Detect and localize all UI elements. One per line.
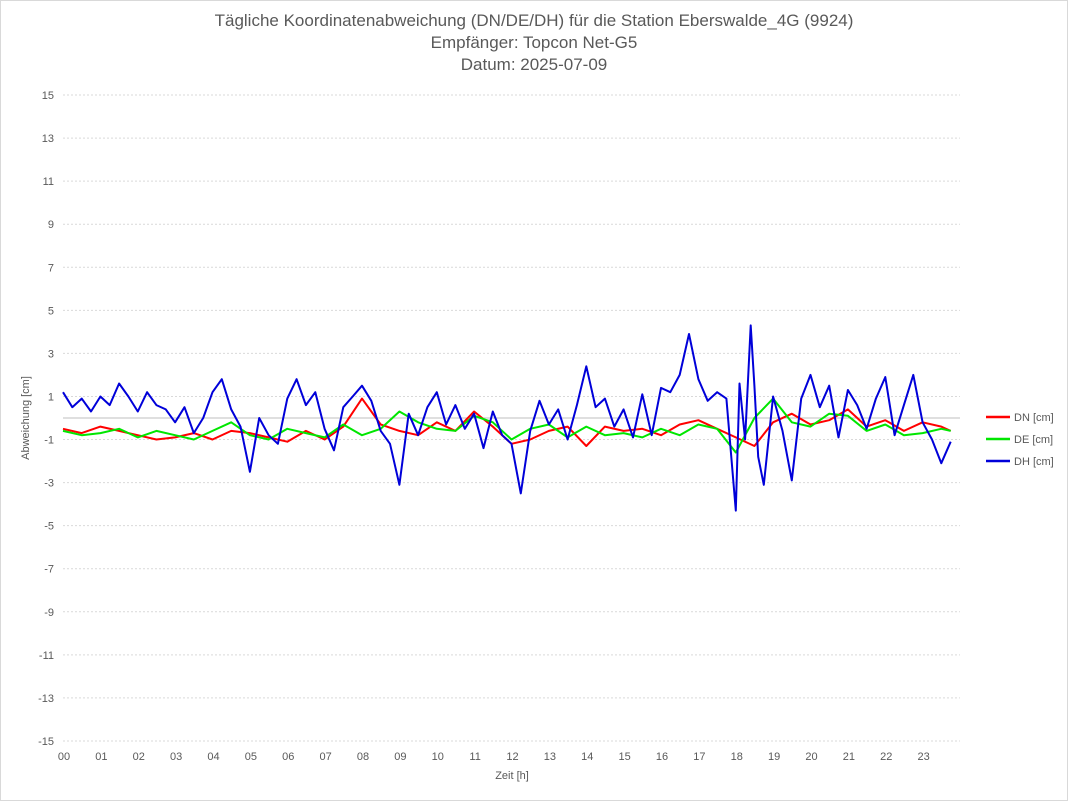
- y-axis-label: Abweichung [cm]: [20, 376, 32, 460]
- y-tick-label: 5: [48, 305, 54, 317]
- x-tick-label: 02: [133, 751, 145, 763]
- chart-title-line-3: Datum: 2025-07-09: [460, 55, 608, 74]
- legend-label: DH [cm]: [1014, 456, 1054, 468]
- series-line-dh: [62, 324, 952, 512]
- x-axis-label: Zeit [h]: [495, 770, 529, 782]
- y-tick-label: -5: [44, 521, 54, 533]
- y-tick-label: -15: [38, 736, 54, 748]
- x-tick-label: 21: [843, 751, 855, 763]
- x-tick-label: 17: [693, 751, 705, 763]
- x-tick-label: 00: [58, 751, 70, 763]
- chart-title: Tägliche Koordinatenabweichung (DN/DE/DH…: [0, 10, 1068, 76]
- x-tick-label: 04: [207, 751, 219, 763]
- x-tick-label: 16: [656, 751, 668, 763]
- y-tick-label: -9: [44, 607, 54, 619]
- chart-title-line-1: Tägliche Koordinatenabweichung (DN/DE/DH…: [214, 11, 854, 30]
- series-lines: [62, 324, 952, 512]
- y-tick-label: -7: [44, 564, 54, 576]
- x-tick-label: 18: [731, 751, 743, 763]
- x-tick-label: 20: [805, 751, 817, 763]
- x-tick-label: 03: [170, 751, 182, 763]
- y-tick-label: 7: [48, 262, 54, 274]
- gridlines: [63, 94, 960, 742]
- legend-label: DE [cm]: [1014, 434, 1053, 446]
- y-tick-label: 1: [48, 391, 54, 403]
- y-tick-label: 9: [48, 219, 54, 231]
- x-tick-label: 06: [282, 751, 294, 763]
- y-tick-label: 3: [48, 348, 54, 360]
- x-tick-label: 11: [469, 751, 480, 763]
- y-tick-label: -1: [44, 435, 54, 447]
- x-tick-label: 08: [357, 751, 369, 763]
- x-tick-label: 09: [394, 751, 406, 763]
- x-tick-labels: 00 01 02 03 04 05 06 07 08 09 10 11 12 13 14 15 16 17 18 19…: [58, 751, 930, 763]
- x-tick-label: 12: [506, 751, 518, 763]
- y-tick-label: 15: [42, 90, 54, 102]
- x-tick-label: 07: [320, 751, 332, 763]
- y-tick-label: 13: [42, 133, 54, 145]
- y-tick-label: -13: [38, 693, 54, 705]
- x-tick-label: 22: [880, 751, 892, 763]
- legend: DN [cm] DE [cm] DH [cm]: [986, 412, 1054, 468]
- y-tick-label: -11: [39, 650, 54, 662]
- chart-title-line-2: Empfänger: Topcon Net-G5: [430, 33, 638, 52]
- x-tick-label: 05: [245, 751, 257, 763]
- y-tick-labels: 15 13 11 9 7 5 3 1 -1 -3 -5 -7 -9 -11 -13 -15: [38, 90, 54, 748]
- y-tick-label: -3: [44, 478, 54, 490]
- x-tick-label: 23: [918, 751, 930, 763]
- x-tick-label: 10: [432, 751, 444, 763]
- series-line-de: [62, 397, 951, 454]
- x-tick-label: 01: [95, 751, 107, 763]
- x-tick-label: 15: [619, 751, 631, 763]
- y-tick-label: 11: [43, 176, 54, 188]
- legend-label: DN [cm]: [1014, 412, 1054, 424]
- x-tick-label: 13: [544, 751, 556, 763]
- x-tick-label: 14: [581, 751, 593, 763]
- x-tick-label: 19: [768, 751, 780, 763]
